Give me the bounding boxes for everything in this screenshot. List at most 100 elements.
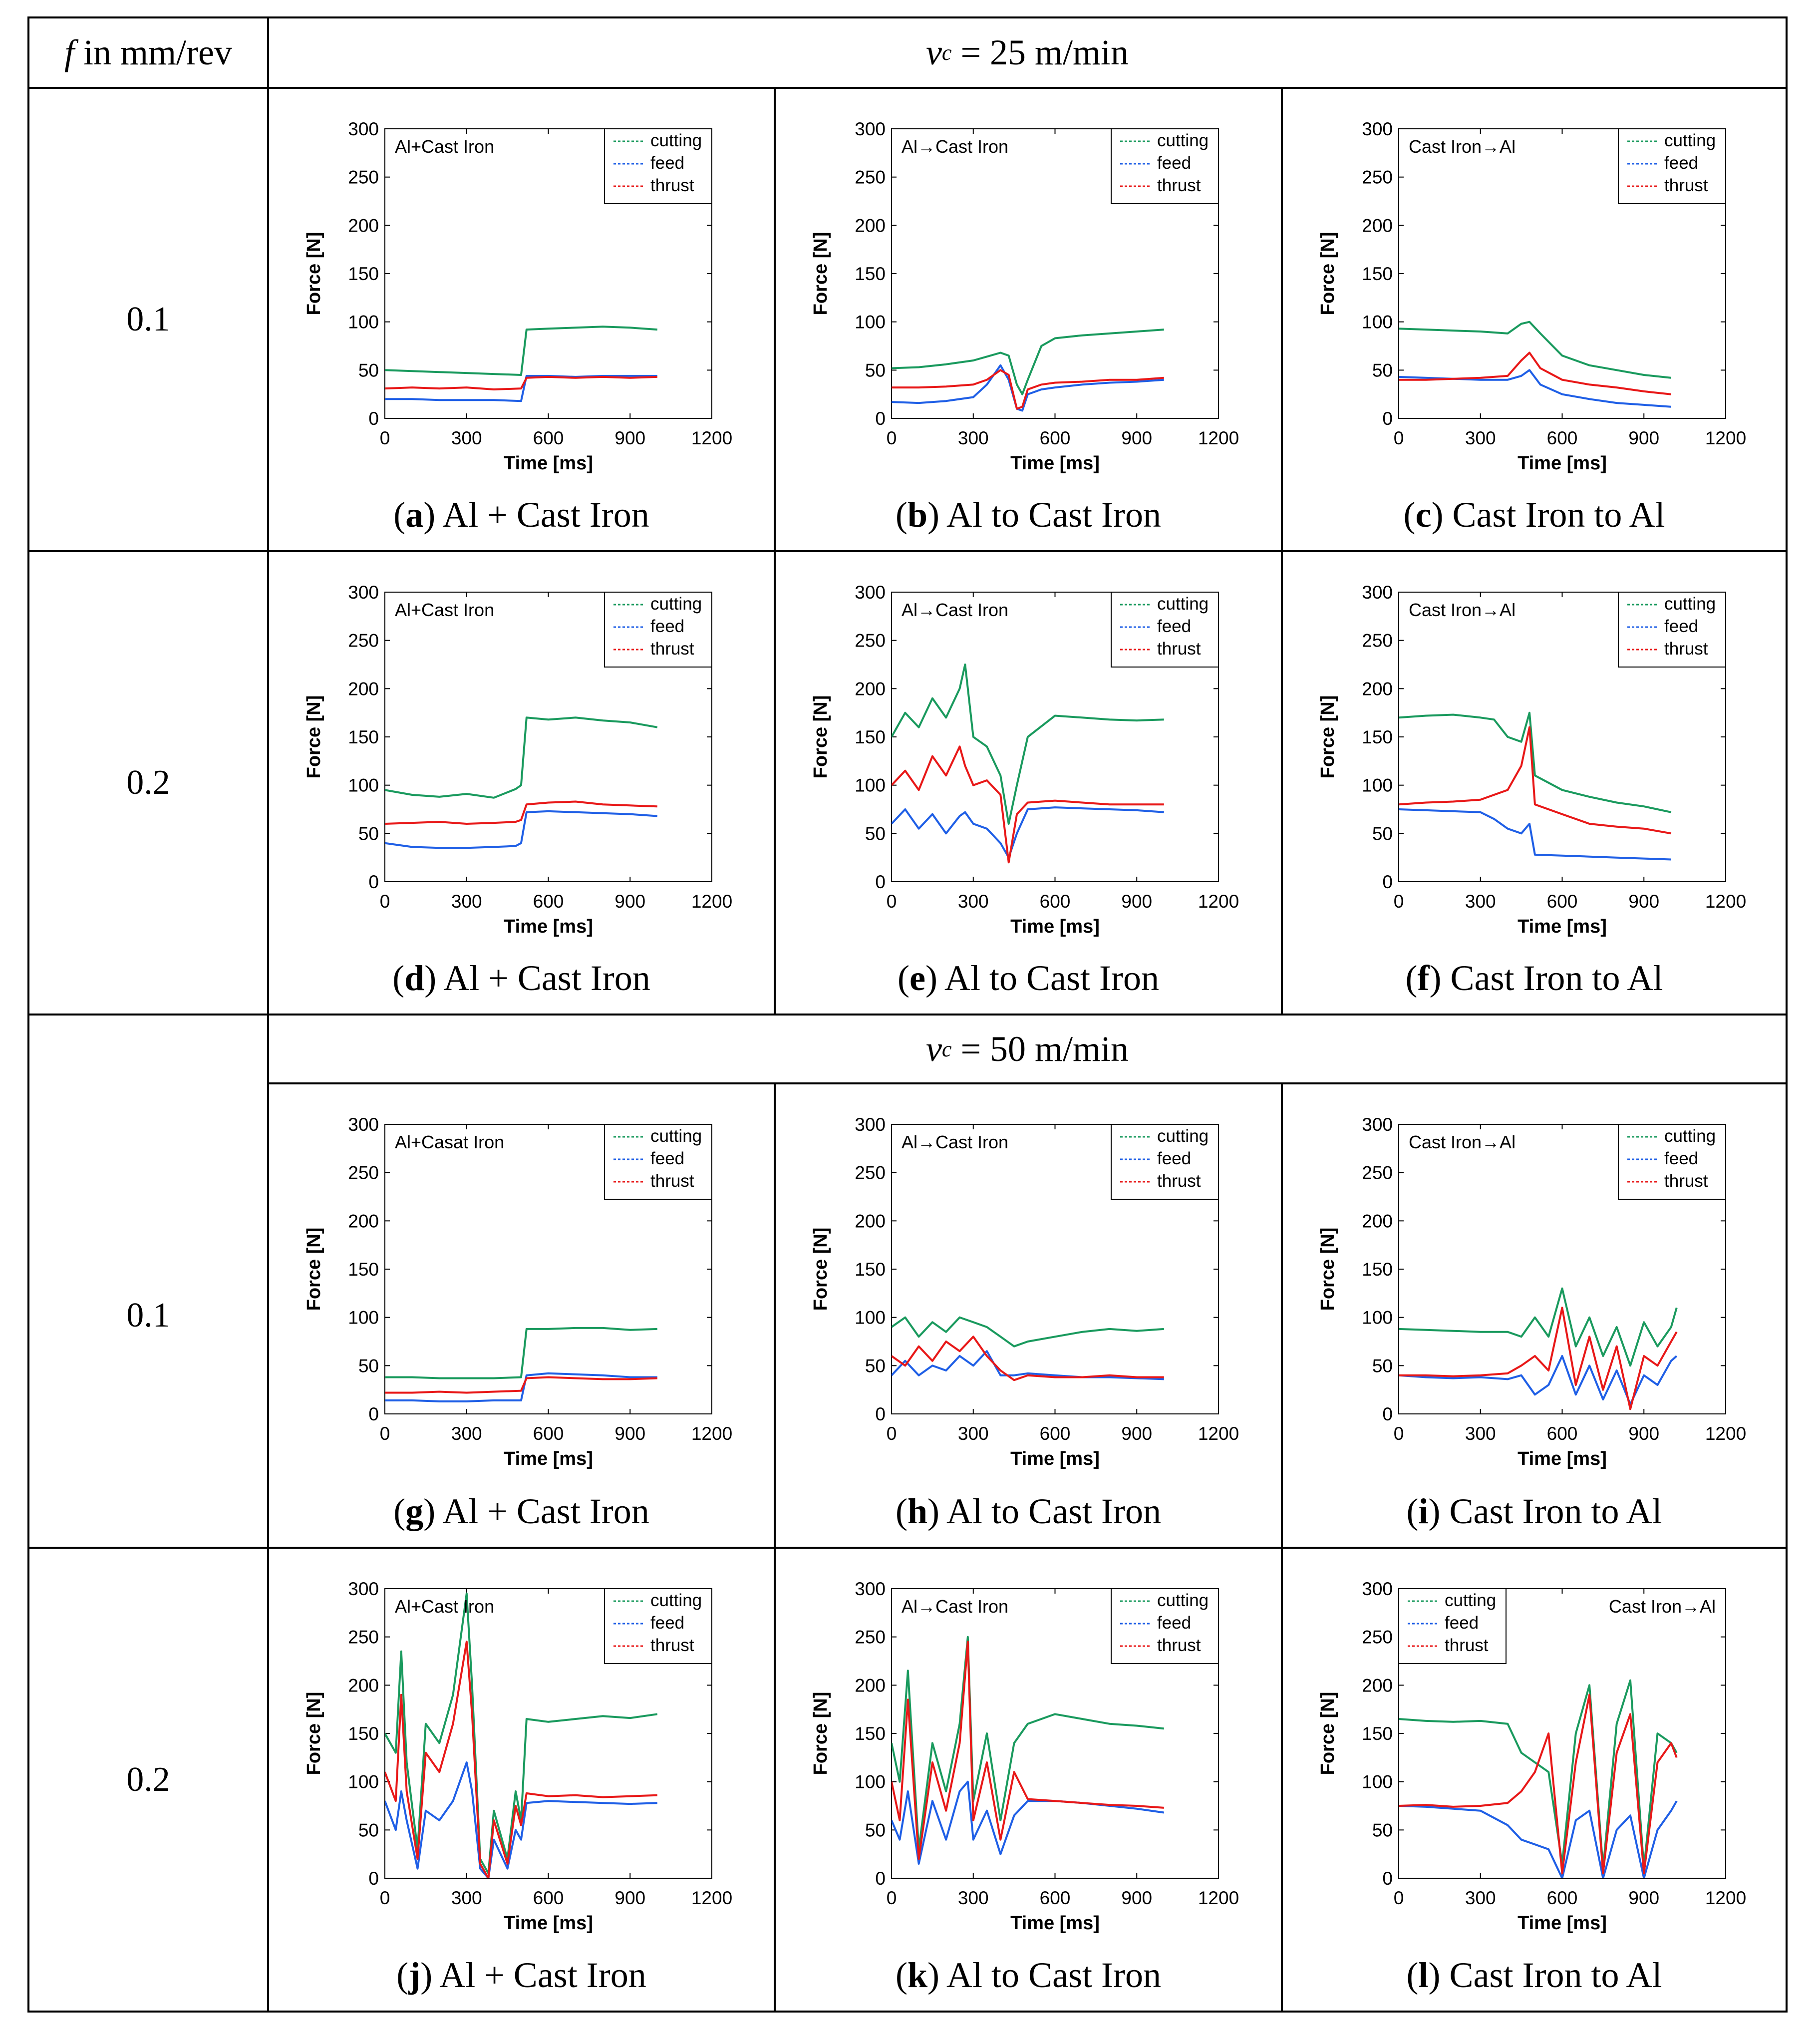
y-tick-label: 100 (348, 1308, 379, 1328)
series-cutting-line (892, 329, 1164, 395)
series-feed-line (1399, 1800, 1678, 1878)
y-tick-label: 150 (1362, 727, 1393, 747)
x-tick-label: 600 (533, 891, 564, 912)
y-tick-label: 250 (348, 1627, 379, 1648)
x-tick-label: 0 (380, 891, 390, 912)
panel-a: 0 50 100 150 200 250 300 0 300 600 900 1200 Time [ms… (269, 89, 774, 550)
caption-text: ) Cast Iron to Al (1428, 1955, 1662, 1995)
x-tick-label: 600 (1040, 891, 1071, 912)
legend-label: thrust (1664, 176, 1708, 195)
y-tick-label: 100 (1362, 1308, 1393, 1328)
x-axis-label: Time [ms] (504, 453, 593, 474)
x-tick-label: 300 (958, 1423, 989, 1444)
chart-annotation: Al+Cast Iron (395, 136, 494, 157)
x-tick-label: 600 (533, 1423, 564, 1444)
chart-svg: 0 50 100 150 200 250 300 0 300 600 900 1200 Time [ms… (303, 582, 732, 937)
y-tick-label: 150 (1362, 1723, 1393, 1744)
feed-value-cell: 0.2 (126, 763, 170, 802)
series-cutting-line (1399, 1679, 1678, 1870)
y-axis-label: Force [N] (1317, 232, 1338, 316)
y-tick-label: 150 (855, 727, 886, 747)
x-axis-label: Time [ms] (504, 1913, 593, 1934)
legend-label: cutting (1664, 594, 1716, 614)
y-tick-label: 150 (348, 727, 379, 747)
caption-paren: ( (393, 495, 406, 535)
y-tick-label: 200 (1362, 1211, 1393, 1231)
series-thrust-line (1399, 351, 1672, 395)
x-tick-label: 900 (1628, 1423, 1659, 1444)
chart-svg: 0 50 100 150 200 250 300 0 300 600 900 1200 Time [ms… (1317, 119, 1746, 474)
legend-box (604, 1588, 712, 1664)
col-divider (1281, 87, 1283, 1016)
legend-label: feed (1664, 1149, 1698, 1168)
x-tick-label: 1200 (1705, 428, 1746, 448)
y-tick-label: 50 (358, 1356, 379, 1376)
legend-label: feed (1664, 617, 1698, 636)
y-tick-label: 250 (1362, 1163, 1393, 1183)
caption-text: ) Al + Cast Iron (420, 1955, 646, 1995)
x-tick-label: 0 (1394, 891, 1404, 912)
x-tick-label: 300 (1465, 1423, 1496, 1444)
x-tick-label: 900 (1121, 1888, 1152, 1908)
series-cutting-line (385, 1327, 657, 1379)
y-tick-label: 0 (875, 1868, 886, 1889)
panel-caption: (j) Al + Cast Iron (269, 1955, 774, 1996)
x-tick-label: 0 (380, 1888, 390, 1908)
y-tick-label: 0 (1382, 1404, 1393, 1424)
y-axis-label: Force [N] (1317, 1228, 1338, 1311)
panel-d: 0 50 100 150 200 250 300 0 300 600 900 1200 Time [ms… (269, 552, 774, 1014)
series-thrust-line (1399, 1307, 1678, 1410)
col-divider (1281, 1082, 1283, 2011)
panel-caption: (i) Cast Iron to Al (1283, 1491, 1786, 1532)
legend-box (1398, 1588, 1507, 1664)
x-tick-label: 600 (1547, 891, 1578, 912)
x-tick-label: 1200 (1198, 1423, 1239, 1444)
y-tick-label: 150 (348, 1259, 379, 1280)
chart-svg: 0 50 100 150 200 250 300 0 300 600 900 1200 Time [ms… (303, 119, 732, 474)
x-tick-label: 600 (1040, 428, 1071, 448)
x-axis-label: Time [ms] (1517, 1448, 1607, 1469)
y-tick-label: 50 (358, 823, 379, 844)
x-axis-label: Time [ms] (1010, 916, 1100, 937)
y-tick-label: 50 (865, 1820, 886, 1840)
caption-letter: k (907, 1955, 928, 1995)
panel-j: 0 50 100 150 200 250 300 0 300 600 900 1200 Time [ms… (269, 1549, 774, 2011)
y-tick-label: 200 (855, 215, 886, 236)
y-tick-label: 250 (855, 631, 886, 651)
x-tick-label: 0 (1394, 1888, 1404, 1908)
x-tick-label: 300 (1465, 891, 1496, 912)
legend-label: feed (1157, 617, 1191, 636)
legend-label: cutting (650, 1591, 702, 1610)
x-axis-label: Time [ms] (504, 1448, 593, 1469)
y-tick-label: 250 (348, 631, 379, 651)
y-tick-label: 300 (1362, 1114, 1393, 1135)
y-tick-label: 100 (1362, 1772, 1393, 1792)
chart-svg: 0 50 100 150 200 250 300 0 300 600 900 1200 Time [ms… (810, 1114, 1239, 1469)
x-tick-label: 1200 (1198, 1888, 1239, 1908)
feed-value-cell: 0.1 (126, 1296, 170, 1335)
y-tick-label: 300 (348, 1114, 379, 1135)
legend-box (1111, 1124, 1219, 1200)
caption-letter: l (1418, 1955, 1429, 1995)
x-tick-label: 1200 (691, 891, 732, 912)
row-divider (29, 1014, 1786, 1016)
x-tick-label: 300 (451, 1423, 482, 1444)
legend-label: thrust (1445, 1636, 1489, 1655)
y-axis-label: Force [N] (303, 1692, 324, 1775)
x-tick-label: 0 (1394, 428, 1404, 448)
legend-label: feed (650, 617, 684, 636)
y-tick-label: 300 (855, 1579, 886, 1599)
y-axis-label: Force [N] (1317, 1692, 1338, 1775)
caption-paren: ( (393, 1491, 406, 1531)
panel-caption: (h) Al to Cast Iron (776, 1491, 1281, 1532)
y-tick-label: 100 (855, 312, 886, 333)
x-tick-label: 600 (1547, 428, 1578, 448)
y-tick-label: 50 (1372, 1820, 1393, 1840)
legend-label: feed (650, 153, 684, 173)
series-feed-line (1399, 1355, 1678, 1405)
legend-label: cutting (1664, 131, 1716, 150)
x-axis-label: Time [ms] (1010, 1913, 1100, 1934)
caption-text: ) Cast Iron to Al (1429, 958, 1663, 998)
legend-box (1111, 592, 1219, 668)
